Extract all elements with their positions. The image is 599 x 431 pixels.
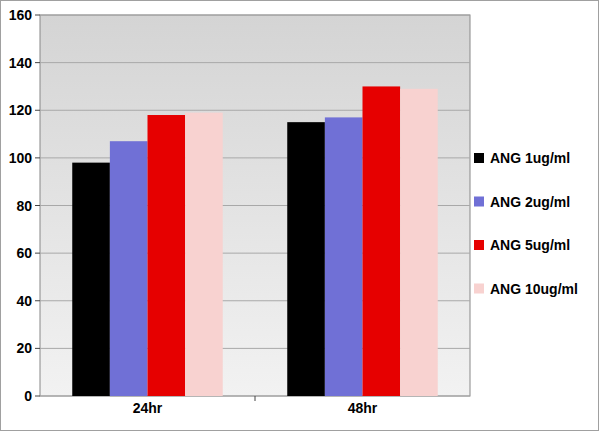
bar — [72, 163, 110, 396]
bars — [72, 86, 438, 396]
bar — [148, 115, 186, 396]
chart-container: 02040608010012014016024hr48hrANG 1ug/mlA… — [0, 0, 599, 431]
frame — [1, 1, 599, 431]
legend-label: ANG 5ug/ml — [490, 237, 570, 253]
tick-mark — [35, 205, 40, 206]
grid-line — [40, 15, 470, 16]
grid-line — [40, 62, 470, 63]
tick-mark — [35, 62, 40, 63]
y-tick-label: 0 — [24, 388, 32, 404]
legend-swatch — [474, 197, 484, 207]
legend-swatch — [474, 284, 484, 294]
x-tick — [255, 396, 256, 401]
bar — [363, 86, 401, 396]
tick-mark — [35, 110, 40, 111]
plot-area — [40, 15, 470, 396]
legend-label: ANG 10ug/ml — [490, 281, 578, 297]
y-tick-label: 80 — [16, 198, 32, 214]
tick-mark — [35, 157, 40, 158]
y-tick-label: 40 — [16, 293, 32, 309]
bar — [287, 122, 325, 396]
legend-swatch — [474, 153, 484, 163]
legend: ANG 1ug/ml ANG 2ug/ml ANG 5ug/ml ANG 10ug/m… — [474, 150, 578, 297]
y-tick-label: 120 — [9, 102, 33, 118]
bar — [110, 141, 148, 396]
bar — [400, 89, 438, 396]
y-tick-label: 100 — [9, 150, 33, 166]
y-tick-label: 140 — [9, 55, 33, 71]
chart-svg: 02040608010012014016024hr48hrANG 1ug/mlA… — [0, 0, 599, 431]
y-tick-label: 20 — [16, 340, 32, 356]
y-tick-label: 60 — [16, 245, 32, 261]
tick-mark — [35, 15, 40, 16]
tick-mark — [35, 348, 40, 349]
x-tick-label: 48hr — [348, 400, 378, 416]
legend-label: ANG 2ug/ml — [490, 194, 570, 210]
bar — [185, 113, 223, 396]
legend-swatch — [474, 240, 484, 250]
tick-mark — [35, 300, 40, 301]
x-tick-label: 24hr — [133, 400, 163, 416]
bar — [325, 117, 363, 396]
tick-mark — [35, 396, 40, 397]
tick-mark — [35, 253, 40, 254]
y-tick-label: 160 — [9, 7, 33, 23]
legend-label: ANG 1ug/ml — [490, 150, 570, 166]
